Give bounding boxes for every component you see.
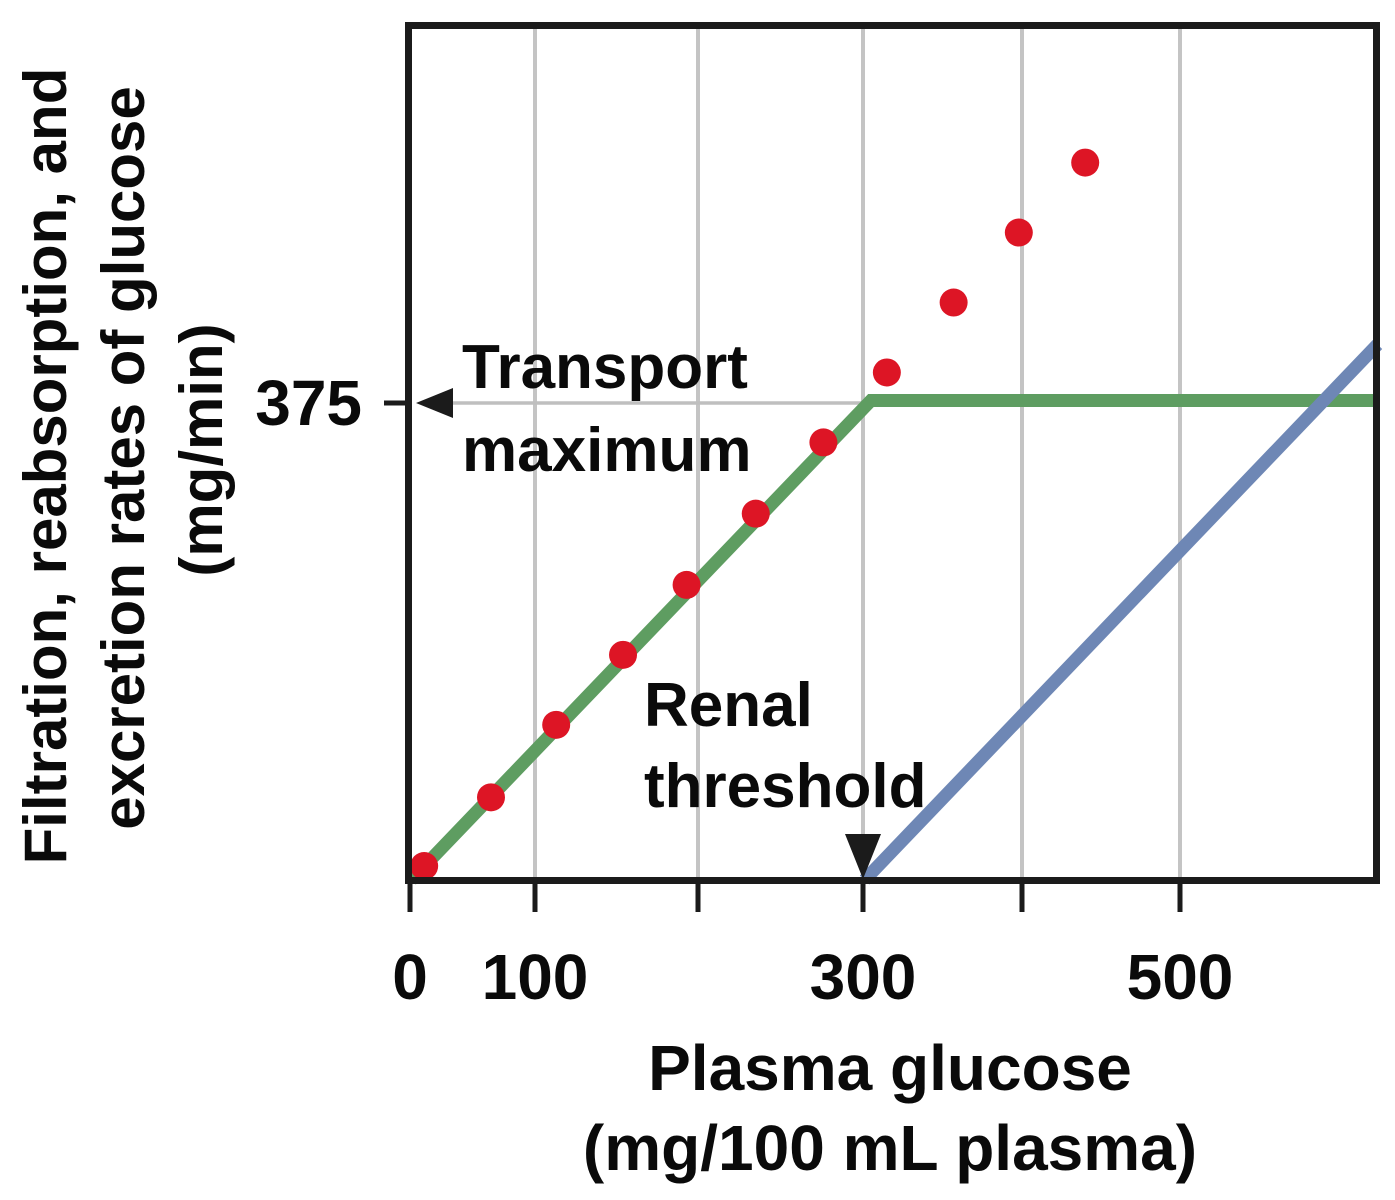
filtration-dot-3 (609, 640, 638, 669)
filtration-dot-5 (741, 499, 770, 528)
x-axis-title: Plasma glucose (mg/100 mL plasma) (405, 1028, 1375, 1188)
filtration-dot-8 (939, 288, 968, 317)
x-tick-label-300: 300 (809, 941, 917, 1013)
renal-threshold-annotation: Renal threshold (644, 665, 926, 827)
filtration-dot-0 (410, 852, 439, 881)
renal-threshold-line2: threshold (644, 752, 927, 821)
filtration-dot-10 (1071, 148, 1100, 177)
plot-frame (405, 22, 1380, 884)
x-axis-title-line1: Plasma glucose (648, 1032, 1132, 1104)
y-tick-label-375: 375 (255, 367, 362, 439)
filtration-dot-7 (872, 358, 901, 387)
y-axis-label-line3: (mg/min) (168, 323, 235, 577)
filtration-dot-4 (672, 570, 701, 599)
x-axis-title-line2: (mg/100 mL plasma) (582, 1112, 1198, 1184)
renal-threshold-arrow (845, 834, 881, 879)
filtration-dot-1 (476, 783, 505, 812)
filtration-dot-9 (1004, 218, 1033, 247)
renal-threshold-line1: Renal (644, 671, 813, 740)
x-tick-label-100: 100 (481, 941, 589, 1013)
transport-maximum-arrow (416, 388, 453, 418)
x-tick-label-0: 0 (392, 941, 428, 1013)
y-axis-label-line2: excretion rates of glucose (90, 86, 157, 830)
filtration-dot-2 (542, 710, 571, 739)
transport-maximum-line1: Transport (462, 333, 748, 402)
excretion-line (859, 339, 1383, 885)
y-axis-label-line1: Filtration, reabsorption, and (12, 67, 79, 865)
filtration-dot-6 (809, 428, 838, 457)
transport-maximum-line2: maximum (462, 416, 752, 485)
transport-maximum-annotation: Transport maximum (462, 326, 751, 492)
x-tick-label-500: 500 (1126, 941, 1234, 1013)
